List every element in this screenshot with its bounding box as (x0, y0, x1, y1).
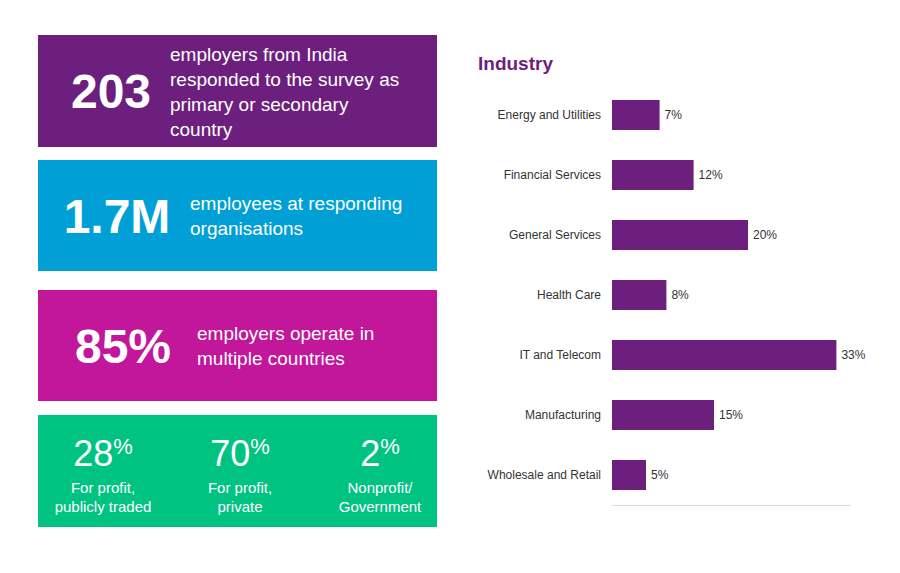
ownership-number: 2 (360, 433, 380, 474)
page: 203 employers from India responded to the … (0, 0, 900, 573)
y-axis: Energy and Utilities Financial Services Ge… (488, 108, 612, 482)
bar (612, 340, 836, 370)
ownership-label: For profit, (208, 479, 272, 496)
data-label: 15% (719, 408, 743, 422)
bar (612, 460, 646, 490)
ownership-number: 70 (210, 433, 250, 474)
bar (612, 280, 666, 310)
ownership-label: private (217, 498, 262, 515)
y-tick: Energy and Utilities (498, 108, 612, 122)
ownership-unit: % (113, 434, 133, 459)
y-tick: IT and Telecom (519, 348, 612, 362)
data-label: 12% (699, 168, 723, 182)
x-axis-line (613, 505, 851, 506)
y-tick-label: General Services (509, 228, 601, 242)
bars (612, 100, 836, 490)
bar (612, 400, 714, 430)
stat-text: primary or secondary (170, 94, 349, 115)
data-label: 20% (753, 228, 777, 242)
y-tick-label: Financial Services (504, 168, 601, 182)
stat-box: 203 employers from India responded to the … (38, 35, 437, 147)
y-tick-label: Wholesale and Retail (488, 468, 601, 482)
y-tick: Financial Services (504, 168, 612, 182)
data-label: 7% (665, 108, 683, 122)
stat-text: employees at responding (190, 193, 402, 214)
ownership-box-bg (38, 415, 437, 527)
ownership-value: 70% (210, 433, 270, 474)
y-tick-label: Energy and Utilities (498, 108, 601, 122)
stat-text: responded to the survey as (170, 69, 399, 90)
stat-box-bg (38, 160, 437, 271)
stat-box-bg (38, 290, 437, 401)
stat-text: country (170, 119, 233, 140)
ownership-number: 28 (73, 433, 113, 474)
y-tick: Manufacturing (525, 408, 612, 422)
data-label: 8% (671, 288, 689, 302)
x-axis (613, 505, 851, 506)
y-tick-label: IT and Telecom (519, 348, 601, 362)
stat-box-bg (38, 35, 437, 147)
stat-text: employers operate in (197, 323, 374, 344)
bar (612, 220, 748, 250)
stat-box: 1.7M employees at responding organisations (38, 160, 437, 271)
bar (612, 160, 694, 190)
ownership-value: 2% (360, 433, 400, 474)
data-labels: 7% 12% 20% 8% 33% 15% 5% (651, 108, 866, 482)
stat-text: organisations (190, 218, 303, 239)
data-label: 33% (841, 348, 865, 362)
chart-title: Industry (478, 53, 553, 74)
y-tick: General Services (509, 228, 612, 242)
ownership-label: publicly traded (55, 498, 152, 515)
y-tick-label: Manufacturing (525, 408, 601, 422)
stat-value: 85% (75, 320, 171, 373)
ownership-unit: % (380, 434, 400, 459)
ownership-value: 28% (73, 433, 133, 474)
ownership-box: 28% For profit, publicly traded 70% For prof… (38, 415, 437, 527)
y-tick-label: Health Care (537, 288, 601, 302)
stat-value: 203 (71, 65, 151, 118)
stat-text: multiple countries (197, 348, 345, 369)
stat-box: 85% employers operate in multiple countrie… (38, 290, 437, 401)
stat-value: 1.7M (64, 190, 171, 243)
data-label: 5% (651, 468, 669, 482)
ownership-label: Government (339, 498, 422, 515)
ownership-label: Nonprofit/ (347, 479, 413, 496)
bar (612, 100, 660, 130)
stat-text: employers from India (170, 44, 348, 65)
ownership-unit: % (250, 434, 270, 459)
y-tick: Health Care (537, 288, 612, 302)
y-tick: Wholesale and Retail (488, 468, 612, 482)
ownership-label: For profit, (71, 479, 135, 496)
